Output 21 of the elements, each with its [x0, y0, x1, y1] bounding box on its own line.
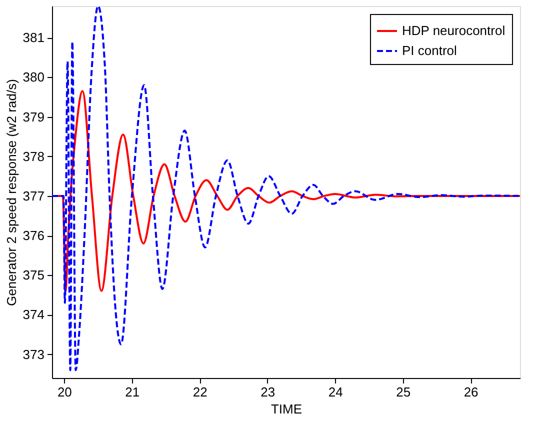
x-tick-label: 21: [125, 384, 140, 400]
y-tick-label: 375: [22, 268, 44, 283]
y-tick-label: 380: [22, 70, 44, 85]
x-tick-label: 26: [464, 384, 478, 400]
legend-label: PI control: [402, 43, 458, 58]
line-series: [52, 6, 520, 372]
x-tick-label: 20: [57, 384, 72, 400]
y-tick-label: 374: [22, 307, 44, 322]
y-tick-label: 373: [22, 346, 44, 362]
y-tick-label: 379: [22, 109, 44, 124]
y-tick-label: 377: [22, 188, 44, 204]
x-tick-label: 25: [396, 384, 411, 400]
y-axis-title: Generator 2 speed response (w2 rad/s): [4, 79, 19, 306]
y-tick-label: 376: [22, 228, 44, 244]
x-axis-title: TIME: [270, 402, 302, 416]
x-tick-label: 24: [328, 384, 343, 400]
y-tick-label: 381: [22, 30, 44, 46]
x-tick-label: 23: [260, 384, 276, 400]
y-tick-label: 378: [22, 148, 44, 164]
legend-label: HDP neurocontrol: [402, 23, 506, 38]
x-tick-label: 22: [192, 384, 208, 400]
